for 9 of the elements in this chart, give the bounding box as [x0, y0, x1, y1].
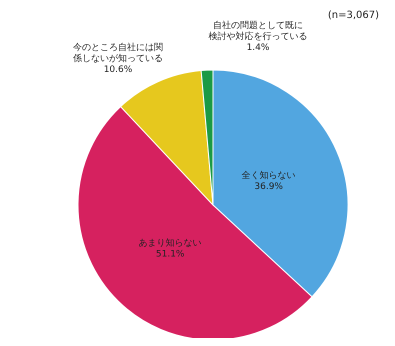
- slice-label: 自社の問題として既に検討や対応を行っている: [208, 20, 308, 42]
- slice-label: あまり知らない: [138, 238, 202, 249]
- data-label: 1.4%: [246, 43, 270, 53]
- slice-label: 今のところ自社には関係しないが知っている: [73, 42, 163, 64]
- data-label: 51.1%: [156, 250, 185, 260]
- slice-label: 全く知らない: [242, 170, 296, 182]
- data-label: 10.6%: [104, 65, 133, 75]
- data-label: 36.9%: [254, 182, 284, 192]
- text: (n=3,067): [328, 10, 379, 21]
